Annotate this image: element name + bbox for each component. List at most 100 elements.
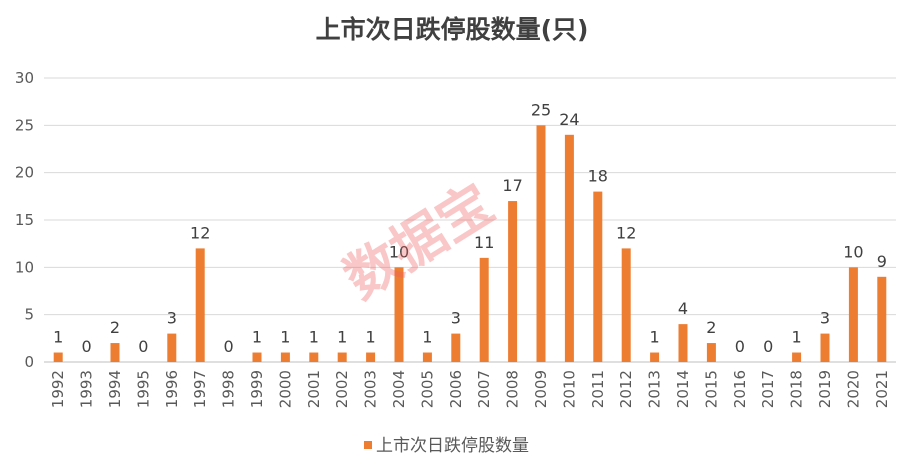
data-label: 1: [366, 328, 376, 347]
data-label: 1: [280, 328, 290, 347]
x-tick-label: 1995: [134, 370, 152, 408]
data-label: 12: [190, 223, 210, 242]
x-tick-label: 2013: [646, 370, 664, 408]
data-label: 0: [138, 337, 148, 356]
x-axis: 1992 1993 1994 1995 1996 1997 1998 1999 2000 2001…: [49, 370, 891, 408]
y-tick-label: 15: [15, 211, 34, 229]
x-tick-label: 2018: [788, 370, 806, 408]
data-label: 1: [792, 328, 802, 347]
data-label: 1: [650, 328, 660, 347]
y-tick-label: 5: [24, 306, 34, 324]
data-label: 10: [843, 242, 863, 261]
bar: [678, 324, 688, 362]
data-label: 0: [82, 337, 92, 356]
x-tick-label: 2005: [418, 370, 436, 408]
y-axis: 0 5 10 15 20 25 30: [15, 69, 34, 371]
data-label: 1: [252, 328, 262, 347]
legend: 上市次日跌停股数量: [364, 436, 529, 456]
bar: [621, 248, 631, 362]
bar: [479, 257, 489, 362]
data-label: 25: [531, 100, 551, 119]
x-tick-label: 2012: [617, 370, 635, 408]
bar: [195, 248, 205, 362]
legend-label: 上市次日跌停股数量: [376, 436, 529, 456]
bar: [820, 333, 830, 362]
bar: [877, 276, 887, 362]
bar: [536, 125, 546, 362]
data-label: 0: [224, 337, 234, 356]
bar: [252, 352, 262, 362]
data-label: 3: [167, 309, 177, 328]
data-label: 24: [559, 110, 579, 129]
data-label: 2: [110, 318, 120, 337]
bar: [848, 267, 858, 362]
x-tick-label: 2000: [276, 370, 294, 408]
x-tick-label: 1998: [220, 370, 238, 408]
bar: [422, 352, 432, 362]
data-label: 4: [678, 299, 688, 318]
x-tick-label: 2017: [759, 370, 777, 408]
bar: [167, 333, 177, 362]
x-tick-label: 1997: [191, 370, 209, 408]
bar: [53, 352, 63, 362]
legend-swatch: [364, 441, 372, 449]
x-tick-label: 2003: [362, 370, 380, 408]
y-tick-label: 20: [15, 164, 34, 182]
data-label: 1: [309, 328, 319, 347]
data-label: 1: [53, 328, 63, 347]
x-tick-label: 2011: [589, 370, 607, 408]
x-tick-label: 1999: [248, 370, 266, 408]
bar: [650, 352, 660, 362]
y-tick-label: 10: [15, 258, 34, 276]
data-label: 1: [337, 328, 347, 347]
x-tick-label: 1993: [78, 370, 96, 408]
bar: [792, 352, 802, 362]
chart-title: 上市次日跌停股数量(只): [315, 15, 589, 44]
bar: [309, 352, 319, 362]
x-tick-label: 2002: [333, 370, 351, 408]
x-tick-label: 2010: [560, 370, 578, 408]
x-tick-label: 2006: [447, 370, 465, 408]
data-label: 0: [763, 337, 773, 356]
x-tick-label: 2009: [532, 370, 550, 408]
x-tick-label: 2001: [305, 370, 323, 408]
bar: [110, 343, 120, 362]
x-tick-label: 2014: [674, 370, 692, 408]
bar: [280, 352, 290, 362]
x-tick-label: 1994: [106, 370, 124, 408]
bar: [706, 343, 716, 362]
data-label: 2: [706, 318, 716, 337]
data-label: 17: [502, 176, 522, 195]
x-tick-label: 2019: [816, 370, 834, 408]
data-label: 9: [877, 252, 887, 271]
x-tick-label: 1992: [49, 370, 67, 408]
bar: [451, 333, 461, 362]
x-tick-label: 2021: [873, 370, 891, 408]
bar: [508, 201, 518, 362]
data-label: 1: [422, 328, 432, 347]
bars: [53, 125, 887, 362]
bar: [366, 352, 376, 362]
data-label: 18: [588, 167, 608, 186]
x-tick-label: 2008: [504, 370, 522, 408]
bar: [394, 267, 404, 362]
y-tick-label: 30: [15, 69, 34, 87]
x-tick-label: 2020: [844, 370, 862, 408]
bar: [337, 352, 347, 362]
x-tick-label: 1996: [163, 370, 181, 408]
x-tick-label: 2004: [390, 370, 408, 408]
x-tick-label: 2015: [702, 370, 720, 408]
data-label: 3: [451, 309, 461, 328]
x-tick-label: 2016: [731, 370, 749, 408]
bar: [564, 134, 574, 362]
data-label: 0: [735, 337, 745, 356]
data-label: 10: [389, 242, 409, 261]
bar: [593, 191, 603, 362]
y-tick-label: 0: [24, 353, 34, 371]
x-tick-label: 2007: [475, 370, 493, 408]
gridlines: [44, 77, 896, 363]
y-tick-label: 25: [15, 116, 34, 134]
data-label: 11: [474, 233, 494, 252]
